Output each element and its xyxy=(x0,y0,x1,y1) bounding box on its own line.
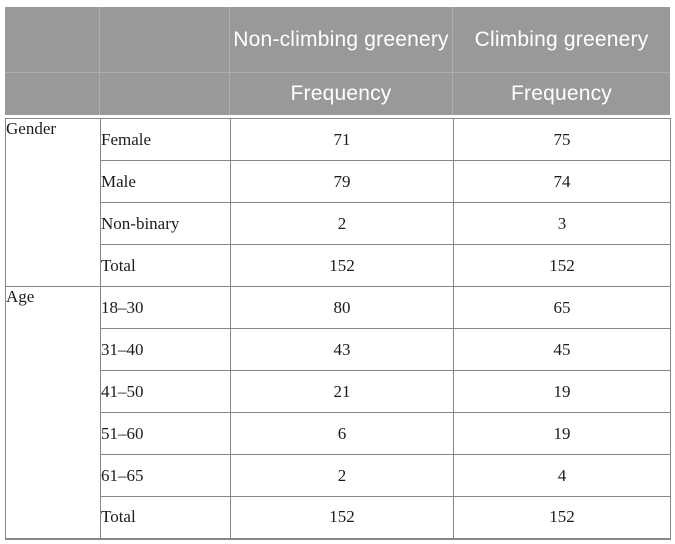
table-row: Total 152 152 xyxy=(6,244,671,287)
frequency-cell: 3 xyxy=(453,202,671,245)
frequency-cell: 152 xyxy=(230,244,454,287)
frequency-cell: 45 xyxy=(453,328,671,371)
category-cell: 61–65 xyxy=(100,454,231,497)
header-spacer-cell xyxy=(100,7,230,73)
frequency-cell: 80 xyxy=(230,286,454,329)
frequency-cell: 19 xyxy=(453,370,671,413)
table-row: 51–60 6 19 xyxy=(6,412,671,455)
frequency-cell: 74 xyxy=(453,160,671,203)
frequency-cell: 75 xyxy=(453,118,671,161)
frequency-cell: 2 xyxy=(230,202,454,245)
table-row: 31–40 43 45 xyxy=(6,328,671,371)
frequency-cell: 79 xyxy=(230,160,454,203)
frequency-cell: 71 xyxy=(230,118,454,161)
frequency-cell: 4 xyxy=(453,454,671,497)
frequency-cell: 19 xyxy=(453,412,671,455)
table-row: Gender Female 71 75 xyxy=(5,118,671,287)
frequency-cell: 152 xyxy=(453,496,671,540)
table-body: Gender Female 71 75 Male 79 74 Non-binar… xyxy=(5,118,671,540)
table-row: Male 79 74 xyxy=(6,160,671,203)
table-row: 41–50 21 19 xyxy=(6,370,671,413)
header-spacer-cell xyxy=(5,73,100,115)
subheader-frequency-non-climbing: Frequency xyxy=(230,73,453,115)
section-label-age: Age xyxy=(5,286,101,539)
frequency-cell: 65 xyxy=(453,286,671,329)
category-cell: 18–30 xyxy=(100,286,231,329)
table-header: Non-climbing greenery Climbing greenery … xyxy=(5,7,670,115)
table-row: 61–65 2 4 xyxy=(6,454,671,497)
frequency-cell: 43 xyxy=(230,328,454,371)
header-spacer-cell xyxy=(5,7,100,73)
frequency-cell: 152 xyxy=(453,244,671,287)
category-cell: Total xyxy=(100,244,231,287)
section-label-gender: Gender xyxy=(5,118,101,287)
table-row: Total 152 152 xyxy=(6,496,671,540)
frequency-cell: 152 xyxy=(230,496,454,540)
category-cell: 51–60 xyxy=(100,412,231,455)
category-cell: Non-binary xyxy=(100,202,231,245)
category-cell: 41–50 xyxy=(100,370,231,413)
table-row: Non-binary 2 3 xyxy=(6,202,671,245)
header-spacer-cell xyxy=(100,73,230,115)
table-row: Age 18–30 80 65 xyxy=(5,286,671,539)
frequency-cell: 2 xyxy=(230,454,454,497)
column-header-non-climbing-greenery: Non-climbing greenery xyxy=(230,7,453,73)
category-cell: Total xyxy=(100,496,231,540)
category-cell: Male xyxy=(100,160,231,203)
category-cell: 31–40 xyxy=(100,328,231,371)
subheader-frequency-climbing: Frequency xyxy=(510,82,613,105)
frequency-cell: 21 xyxy=(230,370,454,413)
category-cell: Female xyxy=(100,118,231,161)
frequency-cell: 6 xyxy=(230,412,454,455)
column-header-climbing-greenery: Climbing greenery xyxy=(453,7,670,73)
